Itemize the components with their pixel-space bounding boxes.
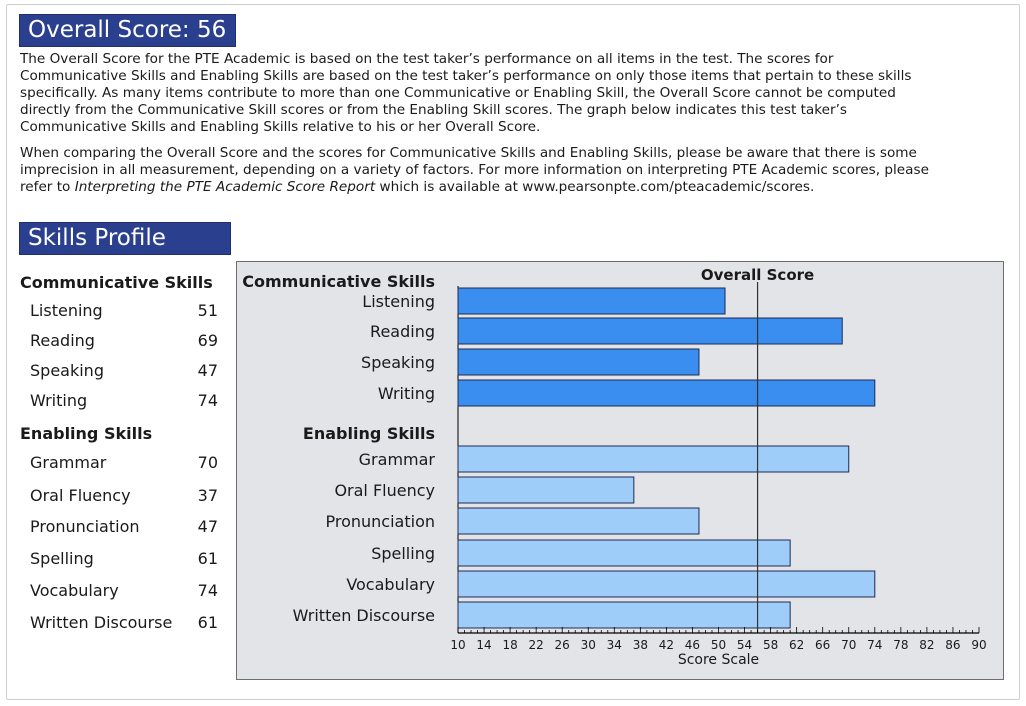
x-tick-label: 54 <box>737 638 752 652</box>
overall-score-banner: Overall Score: 56 <box>19 14 237 47</box>
category-label: Listening <box>362 292 435 311</box>
category-label: Oral Fluency <box>334 481 435 500</box>
x-tick-label: 78 <box>893 638 908 652</box>
x-tick-label: 82 <box>919 638 934 652</box>
table-row-name: Oral Fluency <box>30 486 131 505</box>
x-tick-label: 66 <box>815 638 830 652</box>
bar-written-discourse <box>457 601 791 629</box>
table-row-name: Pronunciation <box>30 517 140 536</box>
comparison-note: When comparing the Overall Score and the… <box>20 145 930 196</box>
table-row-score: 70 <box>197 453 218 472</box>
chart-group-heading: Enabling Skills <box>303 424 435 443</box>
table-row-score: 69 <box>197 331 218 350</box>
table-heading-enabling: Enabling Skills <box>20 424 153 443</box>
x-tick-label: 14 <box>476 638 491 652</box>
comparison-note-text: When comparing the Overall Score and the… <box>20 145 929 195</box>
x-tick-label: 90 <box>971 638 986 652</box>
x-axis-title: Score Scale <box>678 652 759 668</box>
x-tick-label: 26 <box>555 638 570 652</box>
category-label: Written Discourse <box>293 606 435 625</box>
x-tick-label: 22 <box>529 638 544 652</box>
table-row-name: Speaking <box>30 361 104 380</box>
category-label: Speaking <box>361 353 435 372</box>
x-tick-label: 50 <box>711 638 726 652</box>
skills-chart: Communicative Skills Listening Reading Spea… <box>236 261 1004 680</box>
table-row-score: 61 <box>197 549 218 568</box>
report-frame <box>6 4 1020 700</box>
table-row-name: Grammar <box>30 453 107 472</box>
overall-score-label: Overall Score <box>701 266 814 284</box>
category-label: Spelling <box>371 544 435 563</box>
x-tick-label: 70 <box>841 638 856 652</box>
table-row-score: 51 <box>197 301 218 320</box>
category-label: Grammar <box>359 450 436 469</box>
bar-speaking <box>457 348 700 376</box>
category-label: Reading <box>370 322 435 341</box>
x-tick-label: 38 <box>633 638 648 652</box>
comparison-note-link-text: which is available at www.pearsonpte.com… <box>375 179 815 195</box>
table-row-score: 47 <box>197 361 218 380</box>
skills-profile-banner: Skills Profile <box>19 222 231 255</box>
category-label: Writing <box>378 384 435 403</box>
bar-writing <box>457 379 876 407</box>
x-tick-label: 58 <box>763 638 778 652</box>
x-tick-label: 18 <box>502 638 517 652</box>
x-tick-label: 30 <box>581 638 596 652</box>
table-row-score: 37 <box>197 486 218 505</box>
bar-listening <box>457 287 726 315</box>
bar-grammar <box>457 445 850 473</box>
table-row-name: Vocabulary <box>30 581 119 600</box>
x-tick-label: 10 <box>450 638 465 652</box>
table-heading-communicative: Communicative Skills <box>20 273 213 292</box>
table-row-score: 74 <box>197 581 218 600</box>
table-row-score: 61 <box>197 613 218 632</box>
x-tick-label: 86 <box>945 638 960 652</box>
category-label: Pronunciation <box>326 512 436 531</box>
bar-oral-fluency <box>457 476 635 504</box>
score-report-guide-title: Interpreting the PTE Academic Score Repo… <box>74 179 376 195</box>
table-row-name: Written Discourse <box>30 613 173 632</box>
table-row-name: Listening <box>30 301 103 320</box>
table-row-score: 47 <box>197 517 218 536</box>
table-row-name: Writing <box>30 391 88 410</box>
bar-pronunciation <box>457 507 700 535</box>
x-tick-label: 74 <box>867 638 882 652</box>
x-tick-label: 62 <box>789 638 804 652</box>
bar-vocabulary <box>457 570 876 598</box>
x-tick-label: 42 <box>659 638 674 652</box>
table-row-score: 74 <box>197 391 218 410</box>
bar-spelling <box>457 539 791 567</box>
bar-reading <box>457 317 843 345</box>
x-tick-label: 46 <box>685 638 700 652</box>
category-label: Vocabulary <box>346 575 435 594</box>
overall-score-explanation: The Overall Score for the PTE Academic i… <box>20 51 912 135</box>
x-tick-label: 34 <box>607 638 622 652</box>
table-row-name: Reading <box>30 331 95 350</box>
chart-group-heading: Communicative Skills <box>242 272 435 291</box>
table-row-name: Spelling <box>30 549 94 568</box>
